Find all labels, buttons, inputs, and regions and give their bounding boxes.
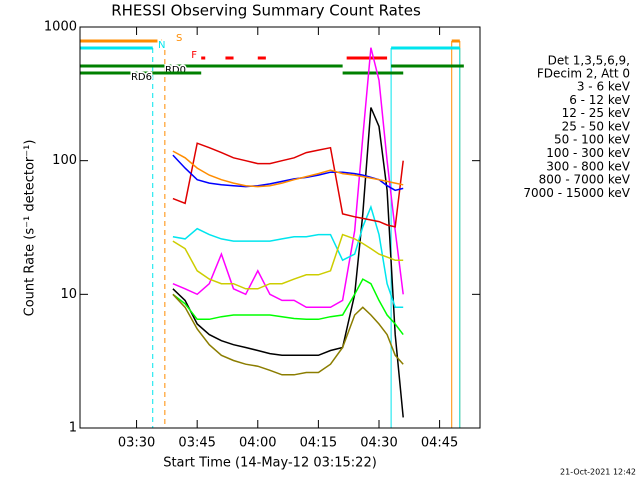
- y-tick-label: 10: [60, 287, 77, 302]
- x-axis-label: Start Time (14-May-12 03:15:22): [163, 456, 377, 471]
- legend-label: 7000 - 15000 keV: [523, 186, 630, 200]
- x-tick-label: 04:00: [239, 436, 276, 451]
- footer: 21-Oct-2021 12:42: [560, 468, 636, 477]
- legend-label: 3 - 6 keV: [577, 80, 631, 94]
- series-line: [172, 47, 404, 309]
- y-tick-label: 100: [52, 153, 77, 168]
- y-axis-label: Count Rate (s⁻¹ detector⁻¹): [23, 140, 38, 317]
- flag-label: RD6: [131, 72, 152, 83]
- series-line: [172, 278, 404, 336]
- x-tick-label: 04:45: [421, 436, 458, 451]
- chart-title: RHESSI Observing Summary Count Rates: [111, 2, 421, 20]
- y-tick-label: 1000: [44, 20, 77, 35]
- legend-header: FDecim 2, Att 0: [537, 67, 630, 81]
- legend-label: 50 - 100 keV: [554, 133, 631, 147]
- legend-label: 25 - 50 keV: [562, 119, 631, 133]
- x-tick-label: 04:30: [360, 436, 397, 451]
- x-tick-label: 04:15: [300, 436, 337, 451]
- series-line: [172, 150, 404, 188]
- x-tick-label: 03:30: [118, 436, 155, 451]
- flag-label: N: [158, 40, 165, 51]
- series-line: [172, 142, 404, 228]
- series-line: [172, 293, 404, 376]
- legend-label: 12 - 25 keV: [562, 106, 631, 120]
- y-tick-label: 1: [69, 421, 77, 436]
- legend-label: 300 - 800 keV: [546, 159, 630, 173]
- legend-label: 6 - 12 keV: [569, 93, 631, 107]
- legend-header: Det 1,3,5,6,9,: [548, 54, 630, 68]
- series-line: [172, 107, 404, 418]
- legend-label: 800 - 7000 keV: [539, 173, 631, 187]
- series-line: [172, 233, 404, 290]
- flag-label: S: [176, 33, 182, 44]
- x-tick-label: 03:45: [178, 436, 215, 451]
- plot-frame: [79, 26, 481, 429]
- legend-label: 100 - 300 keV: [546, 146, 630, 160]
- flag-label: F: [191, 50, 197, 61]
